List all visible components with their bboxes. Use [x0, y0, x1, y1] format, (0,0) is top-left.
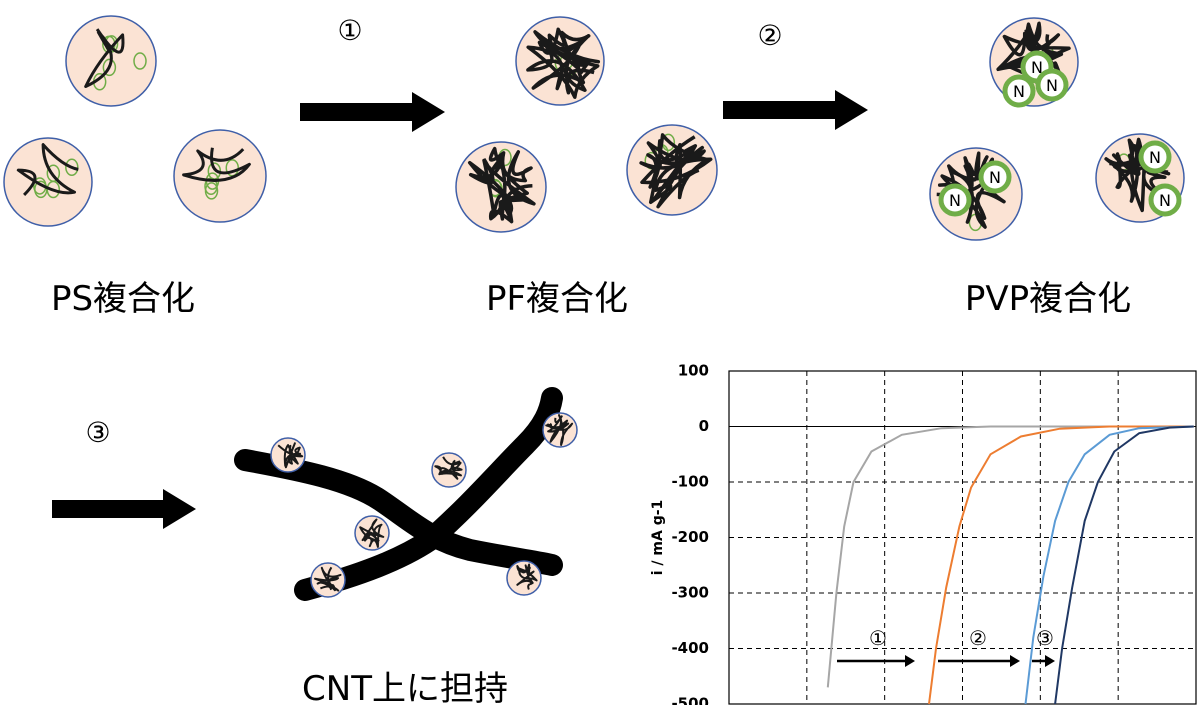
nitrogen-label: N: [1046, 76, 1058, 95]
y-tick-label: 0: [699, 417, 709, 435]
annotation: ①: [869, 626, 887, 650]
chart: 100 0 -100 -200 -300 -400 -500 i / mA g-1 ① ② ③: [650, 362, 1196, 705]
annotation-arrowhead: [1045, 655, 1055, 667]
arrow: [300, 92, 445, 132]
annotation-arrowhead: [1010, 655, 1020, 667]
nitrogen-label: N: [1013, 82, 1025, 101]
y-tick-label: -100: [671, 473, 709, 491]
stage-label: CNT上に担持: [302, 669, 508, 705]
nitrogen-label: N: [949, 191, 961, 210]
y-tick-label: -300: [671, 584, 709, 602]
y-tick-label: 100: [678, 362, 709, 380]
annotation: ②: [969, 626, 987, 650]
y-tick-label: -400: [671, 639, 709, 657]
particle: [627, 125, 717, 215]
annotation-arrowhead: [905, 655, 915, 667]
step-label: ①: [337, 14, 362, 47]
step-label: ②: [757, 19, 782, 52]
y-axis-label: i / mA g-1: [650, 500, 666, 576]
annotation: ③: [1036, 626, 1054, 650]
arrow: [52, 489, 196, 529]
stage-label: PF複合化: [486, 279, 628, 319]
stage-label: PS複合化: [51, 279, 195, 319]
diagram: NNNNNNN ① ② ③ PS複合化 PF複合化 PVP複合化 CNT上に担持…: [0, 0, 1201, 705]
nitrogen-label: N: [1149, 148, 1161, 167]
arrow: [723, 90, 868, 130]
y-tick-label: -500: [671, 695, 709, 705]
step-label: ③: [85, 416, 110, 449]
nitrogen-label: N: [989, 168, 1001, 187]
stage-label: PVP複合化: [965, 279, 1131, 319]
nitrogen-label: N: [1159, 191, 1171, 210]
y-tick-label: -200: [671, 528, 709, 546]
